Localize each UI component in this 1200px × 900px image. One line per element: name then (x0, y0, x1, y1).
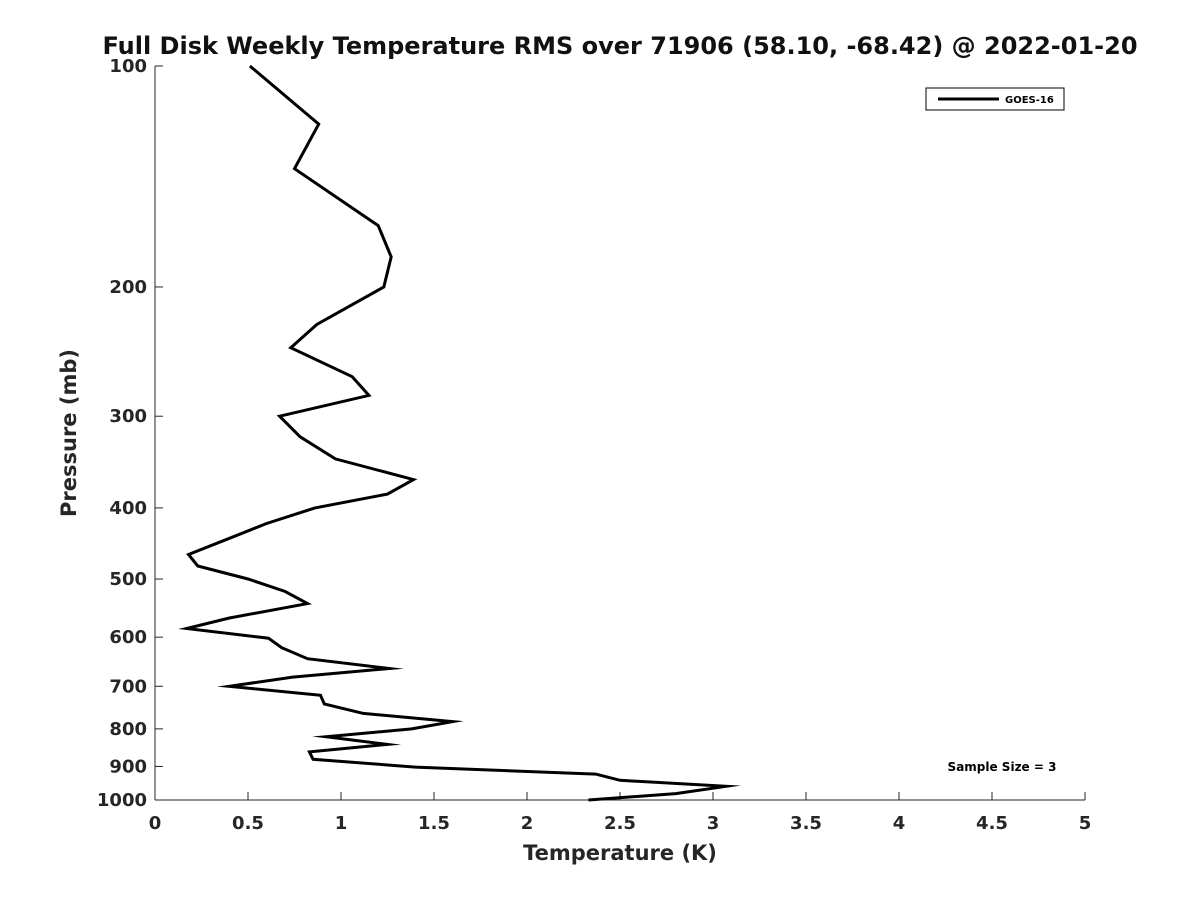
y-tick-label: 500 (109, 569, 147, 590)
x-tick-label: 3.5 (790, 813, 822, 834)
y-tick-label: 800 (109, 719, 147, 740)
y-axis-ticks: 100 200 300 400 500 600 700 800 900 1000 (97, 56, 163, 811)
x-axis-label: Temperature (K) (523, 841, 717, 865)
legend-label-goes-16: GOES-16 (1005, 95, 1054, 106)
sample-size-annotation: Sample Size = 3 (948, 760, 1057, 774)
y-tick-label: 300 (109, 406, 147, 427)
y-tick-label: 400 (109, 498, 147, 519)
x-tick-label: 4.5 (976, 813, 1008, 834)
x-tick-label: 0 (149, 813, 162, 834)
x-tick-label: 4 (893, 813, 906, 834)
x-tick-label: 2.5 (604, 813, 636, 834)
y-tick-label: 900 (109, 756, 147, 777)
legend: GOES-16 (925, 87, 1065, 111)
series-line-goes-16 (178, 64, 741, 802)
y-tick-label: 600 (109, 627, 147, 648)
x-tick-label: 1.5 (418, 813, 450, 834)
x-tick-label: 1 (335, 813, 348, 834)
chart-title: Full Disk Weekly Temperature RMS over 71… (102, 32, 1137, 60)
y-tick-label: 100 (109, 56, 147, 77)
x-axis-ticks: 0 0.5 1 1.5 2 2.5 3 3.5 4 4.5 5 (149, 792, 1092, 834)
x-tick-label: 3 (707, 813, 720, 834)
x-tick-label: 5 (1079, 813, 1092, 834)
y-tick-label: 700 (109, 676, 147, 697)
y-tick-label: 1000 (97, 790, 147, 811)
x-tick-label: 0.5 (232, 813, 264, 834)
x-tick-label: 2 (521, 813, 534, 834)
series-layer (178, 64, 741, 802)
y-axis-label: Pressure (mb) (57, 349, 81, 517)
y-tick-label: 200 (109, 277, 147, 298)
